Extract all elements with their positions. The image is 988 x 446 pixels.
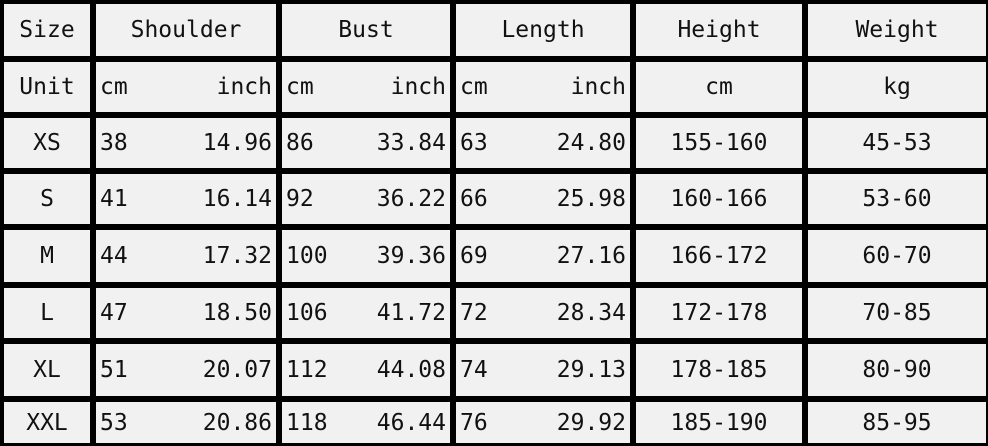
bust-cell-inch: 39.36 (376, 243, 446, 269)
unit-length-inch: inch (570, 74, 626, 100)
length-cell: 63 24.80 (456, 118, 630, 168)
shoulder-cell-cm: 41 (100, 186, 128, 212)
unit-length: cm inch (456, 62, 630, 112)
shoulder-cell-cm: 44 (100, 243, 128, 269)
shoulder-cell-inch: 18.50 (202, 300, 272, 326)
length-cell-inch: 29.13 (556, 357, 626, 383)
bust-cell: 118 46.44 (282, 402, 450, 443)
header-height: Height (636, 4, 802, 56)
weight-cell: 70-85 (808, 288, 986, 338)
weight-cell: 85-95 (808, 402, 986, 443)
size-cell: XXL (4, 402, 90, 443)
shoulder-cell-cm: 53 (100, 409, 128, 436)
shoulder-cell-cm: 47 (100, 300, 128, 326)
shoulder-cell-inch: 16.14 (202, 186, 272, 212)
header-length: Length (456, 4, 630, 56)
bust-cell: 100 39.36 (282, 230, 450, 282)
height-cell: 172-178 (636, 288, 802, 338)
shoulder-cell: 51 20.07 (96, 344, 276, 396)
unit-label: Unit (4, 62, 90, 112)
length-cell-cm: 74 (460, 357, 488, 383)
unit-shoulder-inch: inch (216, 74, 272, 100)
length-cell-cm: 72 (460, 300, 488, 326)
shoulder-cell: 38 14.96 (96, 118, 276, 168)
bust-cell: 92 36.22 (282, 174, 450, 224)
shoulder-cell-inch: 17.32 (202, 243, 272, 269)
shoulder-cell: 47 18.50 (96, 288, 276, 338)
length-cell-cm: 76 (460, 409, 488, 436)
unit-bust-cm: cm (286, 74, 314, 100)
shoulder-cell-inch: 14.96 (202, 130, 272, 156)
unit-bust-inch: inch (390, 74, 446, 100)
shoulder-cell-inch: 20.86 (202, 409, 272, 436)
shoulder-cell: 44 17.32 (96, 230, 276, 282)
header-weight: Weight (808, 4, 986, 56)
header-shoulder: Shoulder (96, 4, 276, 56)
bust-cell-cm: 100 (286, 243, 328, 269)
bust-cell-cm: 106 (286, 300, 328, 326)
unit-length-cm: cm (460, 74, 488, 100)
unit-weight: kg (808, 62, 986, 112)
unit-bust: cm inch (282, 62, 450, 112)
length-cell-inch: 29.92 (556, 409, 626, 436)
height-cell: 166-172 (636, 230, 802, 282)
bust-cell-cm: 118 (286, 409, 328, 436)
length-cell-inch: 25.98 (556, 186, 626, 212)
shoulder-cell-inch: 20.07 (202, 357, 272, 383)
shoulder-cell: 53 20.86 (96, 402, 276, 443)
length-cell: 69 27.16 (456, 230, 630, 282)
header-bust: Bust (282, 4, 450, 56)
bust-cell: 112 44.08 (282, 344, 450, 396)
unit-height: cm (636, 62, 802, 112)
shoulder-cell-cm: 38 (100, 130, 128, 156)
size-cell: XS (4, 118, 90, 168)
length-cell-cm: 63 (460, 130, 488, 156)
weight-cell: 80-90 (808, 344, 986, 396)
bust-cell-cm: 86 (286, 130, 314, 156)
unit-shoulder: cm inch (96, 62, 276, 112)
height-cell: 160-166 (636, 174, 802, 224)
weight-cell: 45-53 (808, 118, 986, 168)
length-cell-inch: 24.80 (556, 130, 626, 156)
bust-cell: 86 33.84 (282, 118, 450, 168)
bust-cell-inch: 44.08 (376, 357, 446, 383)
bust-cell-cm: 112 (286, 357, 328, 383)
unit-shoulder-cm: cm (100, 74, 128, 100)
bust-cell-inch: 33.84 (376, 130, 446, 156)
length-cell-inch: 27.16 (556, 243, 626, 269)
bust-cell-cm: 92 (286, 186, 314, 212)
length-cell: 66 25.98 (456, 174, 630, 224)
bust-cell-inch: 46.44 (376, 409, 446, 436)
header-size: Size (4, 4, 90, 56)
weight-cell: 53-60 (808, 174, 986, 224)
length-cell-cm: 69 (460, 243, 488, 269)
height-cell: 178-185 (636, 344, 802, 396)
weight-cell: 60-70 (808, 230, 986, 282)
length-cell-inch: 28.34 (556, 300, 626, 326)
size-cell: XL (4, 344, 90, 396)
shoulder-cell-cm: 51 (100, 357, 128, 383)
length-cell-cm: 66 (460, 186, 488, 212)
length-cell: 74 29.13 (456, 344, 630, 396)
height-cell: 155-160 (636, 118, 802, 168)
size-cell: L (4, 288, 90, 338)
size-cell: S (4, 174, 90, 224)
bust-cell-inch: 41.72 (376, 300, 446, 326)
length-cell: 72 28.34 (456, 288, 630, 338)
shoulder-cell: 41 16.14 (96, 174, 276, 224)
height-cell: 185-190 (636, 402, 802, 443)
size-cell: M (4, 230, 90, 282)
bust-cell-inch: 36.22 (376, 186, 446, 212)
bust-cell: 106 41.72 (282, 288, 450, 338)
length-cell: 76 29.92 (456, 402, 630, 443)
